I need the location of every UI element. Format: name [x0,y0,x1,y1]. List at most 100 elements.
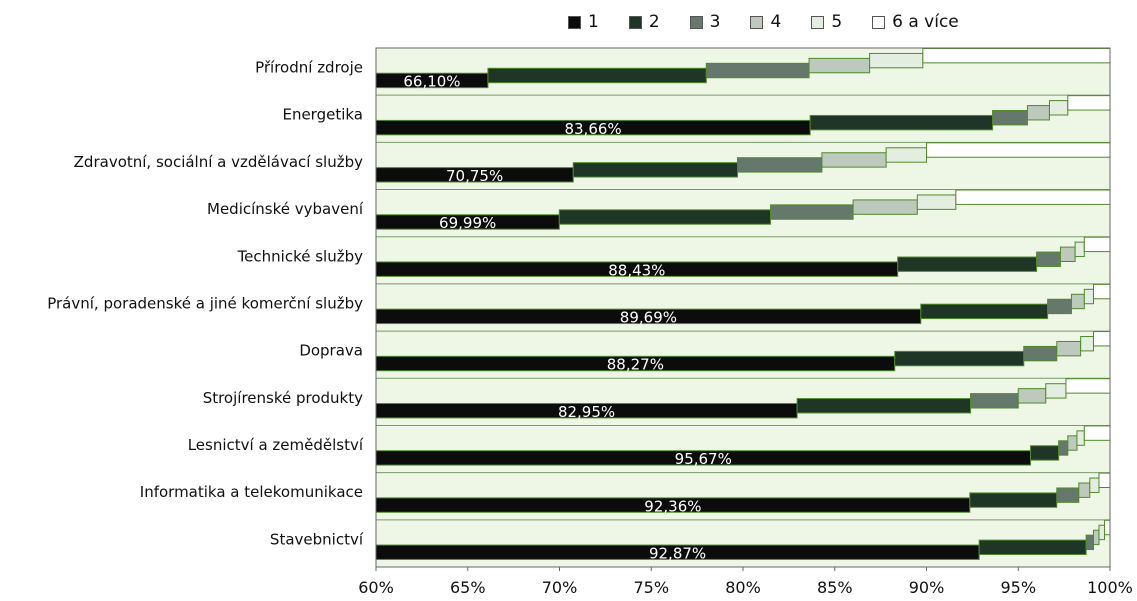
category-label: Zdravotní, sociální a vzdělávací služby [74,153,363,171]
bar-segment-series-3 [1023,345,1058,362]
bar-segment-series-2 [894,350,1025,367]
bar-segment-series-6 [1098,472,1111,488]
data-label: 89,69% [620,309,677,327]
bar-segment-series-4 [1017,388,1047,404]
legend-swatch [568,15,581,29]
bar-segment-series-5 [1080,336,1094,352]
legend-label: 4 [770,12,782,32]
bar-segment-series-4 [1026,105,1050,121]
bar-segment-series-5 [1074,241,1085,258]
bar-segment-series-4 [821,152,887,168]
bar-segment-series-4 [1070,293,1085,310]
bar-segment-series-4 [1059,246,1076,262]
category-label: Informatika a telekomunikace [140,483,363,501]
bar-segment-series-3 [770,204,854,220]
bar-segment-series-3 [705,62,810,79]
bar-segment-series-3 [1047,298,1072,315]
category-label: Technické služby [237,247,364,265]
category-label: Stavebnictví [270,530,364,548]
data-label: 69,99% [439,214,496,232]
x-tick-label: 65% [450,578,486,597]
bar-segment-series-2 [969,492,1058,508]
x-tick-label: 80% [725,578,761,597]
x-tick-label: 85% [817,578,853,597]
x-tick-label: 90% [909,578,945,597]
bar-segment-series-3 [1085,534,1094,551]
x-tick-label: 60% [358,578,394,597]
category-label: Energetika [282,106,363,124]
data-label: 88,27% [607,356,664,374]
bar-segment-series-4 [852,199,918,215]
bar-segment-series-2 [487,67,707,84]
bar-segment-series-2 [920,303,1049,320]
legend-label: 2 [648,12,660,32]
bar-segment-series-6 [1067,95,1111,111]
legend-swatch [689,15,703,29]
bar-segment-series-5 [1076,430,1085,446]
category-label: Přírodní zdroje [255,59,363,77]
data-label: 92,87% [649,544,706,562]
legend-item-1: 1 [568,12,599,32]
bar-segment-series-6 [1092,331,1111,347]
bar-segment-series-2 [978,539,1087,555]
bar-segment-series-5 [1045,383,1067,399]
bar-segment-series-2 [796,398,972,414]
legend-label: 5 [831,12,843,32]
category-label: Lesnictví a zemědělství [188,436,364,454]
legend-item-3: 3 [689,12,721,32]
bar-segment-series-3 [970,393,1019,409]
legend-swatch [750,15,764,29]
legend-swatch [872,15,886,29]
bar-segment-series-4 [1067,435,1078,451]
bar-segment-series-4 [1092,529,1100,546]
bar-segment-series-2 [572,162,738,178]
legend-swatch [628,15,642,29]
category-label: Strojírenské produkty [203,389,363,407]
x-tick-label: 95% [1000,578,1036,597]
bar-segment-series-2 [1030,445,1060,461]
bar-segment-series-6 [1065,378,1111,394]
bar-segment-series-4 [1078,482,1091,498]
bar-segment-series-4 [808,57,871,74]
bar-segment-series-3 [1058,440,1069,456]
data-label: 70,75% [446,167,503,185]
legend-swatch [811,15,825,29]
bar-segment-series-5 [1083,288,1094,305]
x-tick-label: 75% [633,578,669,597]
bar-segment-series-6 [1103,519,1111,536]
data-label: 92,36% [644,497,701,515]
category-label: Právní, poradenské a jiné komerční služb… [47,294,363,312]
legend-label: 6 a více [892,12,959,32]
bar-segment-series-3 [1056,487,1080,503]
legend-item-4: 4 [750,12,781,32]
bar-segment-series-3 [1036,251,1061,267]
legend-item-2: 2 [628,12,660,32]
data-label: 88,43% [608,261,665,279]
data-label: 82,95% [558,403,615,421]
legend-label: 1 [588,12,599,32]
bar-segment-series-5 [1048,100,1069,116]
category-label: Medicínské vybavení [207,200,364,218]
data-label: 83,66% [564,120,621,138]
bar-segment-series-6 [1083,236,1111,253]
data-label: 66,10% [403,73,460,91]
bar-segment-series-2 [558,209,772,225]
x-tick-label: 70% [542,578,578,597]
data-label: 95,67% [675,450,732,468]
bar-segment-series-5 [1089,477,1100,493]
legend-item-6: 6 a více [872,12,959,32]
bar-segment-series-3 [992,110,1028,126]
bar-segment-series-3 [736,157,823,173]
bar-segment-series-6 [1083,425,1111,441]
bar-segment-series-2 [809,114,994,131]
bar-segment-series-5 [916,194,957,210]
bar-segment-series-5 [885,147,928,163]
bar-segment-series-2 [897,256,1038,272]
chart-legend: 1 2 3 4 5 6 a více [568,12,959,32]
legend-item-5: 5 [811,12,842,32]
bar-segment-series-6 [955,189,1111,205]
bar-segment-series-4 [1056,340,1082,357]
legend-label: 3 [709,12,721,32]
bar-segment-series-5 [869,52,924,69]
